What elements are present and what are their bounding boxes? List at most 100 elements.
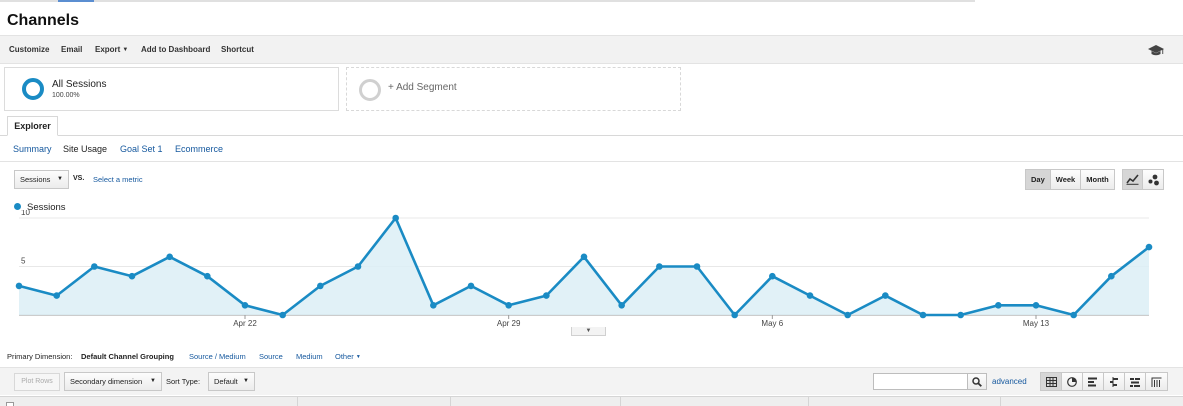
shortcut-button[interactable]: Shortcut	[221, 45, 254, 54]
subtab-summary[interactable]: Summary	[13, 144, 52, 154]
subtab-ecommerce[interactable]: Ecommerce	[175, 144, 224, 154]
table-view-data-button[interactable]	[1041, 373, 1062, 390]
data-point[interactable]	[204, 272, 211, 280]
dimension-default-channel-grouping[interactable]: Default Channel Grouping	[81, 352, 174, 361]
data-point[interactable]	[354, 263, 362, 270]
subtab-goal-set-1[interactable]: Goal Set 1	[120, 144, 163, 154]
search-button[interactable]	[967, 373, 987, 390]
add-to-dashboard-button[interactable]: Add to Dashboard	[141, 45, 211, 54]
table-header-row	[0, 396, 1183, 406]
data-point[interactable]	[844, 311, 851, 319]
dimension-medium[interactable]: Medium	[296, 352, 323, 361]
data-point[interactable]	[392, 214, 399, 222]
top-strip	[0, 0, 975, 2]
tab-explorer[interactable]: Explorer	[7, 116, 58, 136]
range-week-button[interactable]: Week	[1050, 170, 1082, 189]
sort-type-value: Default	[214, 377, 238, 386]
data-point[interactable]	[656, 263, 663, 270]
column-divider	[450, 397, 451, 406]
data-point[interactable]	[279, 311, 286, 319]
data-point[interactable]	[166, 253, 173, 261]
data-point[interactable]	[543, 292, 550, 299]
metric-select-value: Sessions	[20, 175, 51, 184]
subtab-divider	[0, 161, 1183, 162]
page-title: Channels	[7, 12, 80, 29]
data-point[interactable]	[957, 311, 964, 319]
table-view-pie-button[interactable]	[1062, 373, 1083, 390]
data-point[interactable]	[618, 302, 625, 309]
sessions-chart[interactable]: 5 10 Apr 22 Apr 29 May 6 May 13	[0, 210, 1183, 330]
dimension-source-medium[interactable]: Source / Medium	[189, 352, 246, 361]
sort-type-select[interactable]: Default ▼	[208, 372, 255, 391]
sessions-area-fill	[19, 218, 1149, 315]
data-point[interactable]	[91, 263, 98, 270]
line-chart-icon	[1126, 174, 1139, 185]
plot-rows-button[interactable]: Plot Rows	[14, 373, 60, 391]
data-point[interactable]	[1070, 311, 1077, 319]
range-day-button[interactable]: Day	[1026, 170, 1051, 189]
primary-dimension-label: Primary Dimension:	[7, 352, 73, 361]
customize-button[interactable]: Customize	[9, 45, 50, 54]
add-segment-button[interactable]: + Add Segment	[346, 67, 681, 111]
export-button[interactable]: Export ▼	[95, 45, 128, 54]
date-range-buttons: Day Week Month	[1025, 169, 1115, 190]
data-point[interactable]	[505, 302, 512, 309]
x-tick-label: May 13	[1023, 319, 1050, 328]
data-point[interactable]	[430, 302, 437, 309]
table-view-performance-button[interactable]	[1083, 373, 1104, 390]
segment-percent: 100.00%	[52, 92, 80, 99]
dimension-other-dropdown[interactable]: Other ▼	[335, 352, 361, 361]
column-divider	[808, 397, 809, 406]
table-view-comparison-button[interactable]	[1104, 373, 1125, 390]
dimension-other-label: Other	[335, 352, 354, 361]
chevron-down-icon: ▼	[122, 47, 129, 53]
add-segment-ring-icon	[359, 79, 381, 101]
data-point[interactable]	[128, 272, 136, 280]
data-point[interactable]	[53, 292, 60, 299]
data-point[interactable]	[919, 311, 927, 319]
bar-chart-icon	[1088, 377, 1097, 386]
data-point[interactable]	[806, 292, 814, 299]
data-point[interactable]	[882, 292, 889, 299]
add-segment-label: + Add Segment	[388, 82, 457, 93]
data-point[interactable]	[731, 311, 738, 319]
legend-sessions-label: Sessions	[27, 202, 66, 213]
segment-name: All Sessions	[52, 79, 107, 90]
graduation-cap-icon[interactable]	[1148, 43, 1164, 57]
range-month-button[interactable]: Month	[1081, 170, 1114, 189]
select-metric-link[interactable]: Select a metric	[93, 175, 143, 184]
motion-chart-button[interactable]	[1143, 170, 1163, 189]
legend-sessions-dot	[14, 203, 21, 210]
data-point[interactable]	[317, 282, 324, 290]
data-point[interactable]	[1145, 243, 1153, 251]
comparison-icon	[1110, 376, 1118, 387]
vs-label: VS.	[73, 175, 85, 182]
segment-donut-icon	[22, 78, 44, 100]
data-point[interactable]	[769, 272, 776, 280]
table-search-input[interactable]	[873, 373, 968, 390]
advanced-filter-link[interactable]: advanced	[992, 377, 1027, 386]
subtab-site-usage[interactable]: Site Usage	[63, 144, 108, 154]
select-all-checkbox[interactable]	[6, 402, 14, 406]
data-point[interactable]	[15, 282, 23, 290]
data-point[interactable]	[580, 253, 588, 261]
chevron-down-icon: ▼	[355, 354, 361, 360]
secondary-dimension-select[interactable]: Secondary dimension ▼	[64, 372, 162, 391]
data-point[interactable]	[241, 302, 249, 309]
collapse-chart-button[interactable]: ▼	[571, 327, 606, 336]
x-tick-label: Apr 22	[233, 319, 257, 328]
line-chart-button[interactable]	[1123, 170, 1143, 189]
table-view-term-cloud-button[interactable]	[1125, 373, 1146, 390]
data-point[interactable]	[995, 302, 1002, 309]
data-point[interactable]	[1108, 272, 1115, 280]
data-point[interactable]	[693, 263, 701, 270]
data-point[interactable]	[467, 282, 475, 290]
grid-icon	[1045, 376, 1057, 387]
metric-select[interactable]: Sessions ▼	[14, 170, 69, 189]
dimension-source[interactable]: Source	[259, 352, 283, 361]
export-label: Export	[95, 45, 121, 54]
segment-all-sessions[interactable]: All Sessions 100.00%	[4, 67, 339, 111]
table-view-pivot-button[interactable]	[1146, 373, 1167, 390]
data-point[interactable]	[1032, 302, 1040, 309]
email-button[interactable]: Email	[61, 45, 83, 54]
